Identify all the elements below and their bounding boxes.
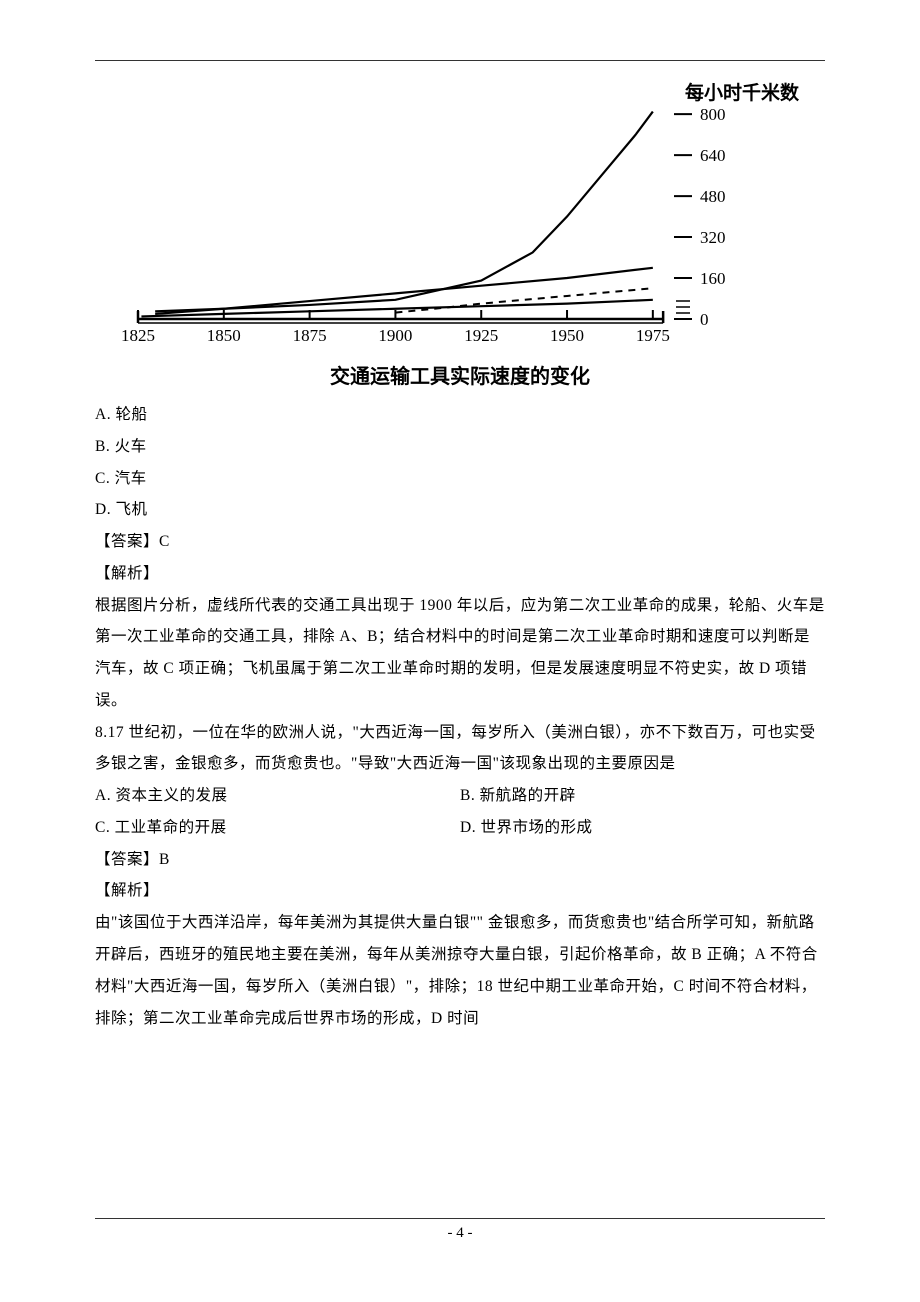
q7-explain-label: 【解析】 (95, 558, 825, 590)
q7-answer: 【答案】C (95, 526, 825, 558)
q7-option-a: A. 轮船 (95, 399, 825, 431)
y-tick-label: 480 (700, 187, 726, 206)
x-tick-label: 1875 (293, 326, 327, 345)
x-tick-label: 1975 (636, 326, 670, 345)
q8-explain-label: 【解析】 (95, 875, 825, 907)
page-footer: - 4 - (95, 1218, 825, 1242)
speed-chart-svg-wrap: 每小时千米数 1825 1850 1875 1900 1925 1950 1975 0 160 32… (120, 81, 800, 356)
q8-stem: 8.17 世纪初，一位在华的欧洲人说，"大西近海一国，每岁所入（美洲白银），亦不… (95, 717, 825, 781)
y-tick-label: 320 (700, 228, 726, 247)
series-mid (155, 268, 653, 314)
x-tick-label: 1825 (121, 326, 155, 345)
q8-explain-body: 由"该国位于大西洋沿岸，每年美洲为其提供大量白银"" 金银愈多，而货愈贵也"结合… (95, 907, 825, 1034)
q8-option-c: C. 工业革命的开展 (95, 812, 460, 844)
q8-option-a: A. 资本主义的发展 (95, 780, 460, 812)
speed-chart-svg: 每小时千米数 1825 1850 1875 1900 1925 1950 1975 0 160 32… (120, 81, 800, 351)
q8-row2: C. 工业革命的开展 D. 世界市场的形成 (95, 812, 825, 844)
q7-option-d: D. 飞机 (95, 494, 825, 526)
content: A. 轮船 B. 火车 C. 汽车 D. 飞机 【答案】C 【解析】 根据图片分… (95, 399, 825, 1034)
top-rule (95, 60, 825, 61)
y-axis-title: 每小时千米数 (685, 81, 800, 104)
y-tick-label: 160 (700, 269, 726, 288)
y-tick-label: 640 (700, 146, 726, 165)
q7-option-b: B. 火车 (95, 431, 825, 463)
x-tick-label: 1950 (550, 326, 584, 345)
q7-option-c: C. 汽车 (95, 463, 825, 495)
q8-row1: A. 资本主义的发展 B. 新航路的开辟 (95, 780, 825, 812)
x-tick-label: 1925 (464, 326, 498, 345)
chart-caption: 交通运输工具实际速度的变化 (95, 360, 825, 389)
series-fast (155, 112, 653, 312)
y-tick-label: 800 (700, 105, 726, 124)
y-tick-label: 0 (700, 310, 709, 329)
page-number: - 4 - (448, 1225, 473, 1241)
speed-chart: 每小时千米数 1825 1850 1875 1900 1925 1950 1975 0 160 32… (95, 81, 825, 389)
q8-option-d: D. 世界市场的形成 (460, 812, 825, 844)
q8-answer: 【答案】B (95, 844, 825, 876)
q8-option-b: B. 新航路的开辟 (460, 780, 825, 812)
x-tick-label: 1850 (207, 326, 241, 345)
page: 每小时千米数 1825 1850 1875 1900 1925 1950 1975 0 160 32… (0, 0, 920, 1302)
q7-explain-body: 根据图片分析，虚线所代表的交通工具出现于 1900 年以后，应为第二次工业革命的… (95, 590, 825, 717)
x-tick-label: 1900 (378, 326, 412, 345)
